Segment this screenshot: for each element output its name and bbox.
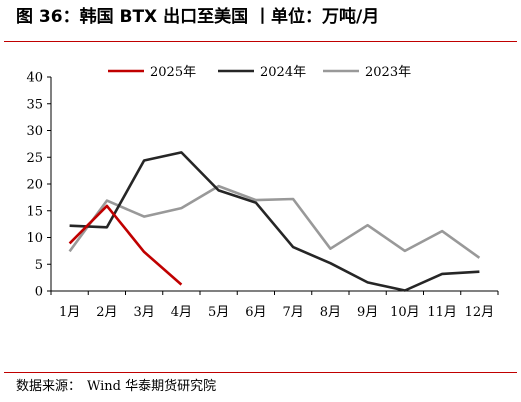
x-tick-label: 8月 (320, 305, 341, 320)
y-tick-label: 35 (26, 97, 43, 112)
y-tick-label: 10 (26, 231, 43, 246)
x-tick-label: 6月 (245, 305, 266, 320)
legend-label: 2025年 (150, 65, 196, 80)
chart-series (68, 151, 481, 292)
source-label: 数据来源： (16, 379, 82, 394)
title-divider (4, 41, 517, 42)
x-tick-label: 11月 (427, 305, 457, 320)
x-tick-label: 12月 (465, 305, 495, 320)
series-line (69, 151, 480, 292)
x-tick-label: 5月 (208, 305, 229, 320)
y-tick-label: 30 (26, 124, 43, 139)
source-divider (4, 372, 517, 373)
y-tick-label: 20 (26, 178, 43, 193)
y-tick-label: 15 (26, 204, 43, 219)
legend-label: 2023年 (365, 65, 411, 80)
x-tick-label: 2月 (96, 305, 117, 320)
x-tick-label: 4月 (171, 305, 192, 320)
series-line (68, 204, 183, 286)
chart-axes: 0 5 10 15 20 25 30 35 40 1月 2月 3月 4月 5月 6月 7月 8月 9月 10月 11月… (26, 71, 499, 320)
line-chart: 0 5 10 15 20 25 30 35 40 1月 2月 3月 4月 5月 6月 7月 8月 9月 10月 11月… (26, 65, 499, 320)
legend-label: 2024年 (260, 65, 306, 80)
x-tick-label: 1月 (59, 305, 80, 320)
x-tick-label: 10月 (390, 305, 420, 320)
source-note: 数据来源： Wind 华泰期货研究院 (16, 378, 216, 396)
y-tick-label: 5 (35, 258, 43, 273)
y-tick-label: 25 (26, 151, 43, 166)
y-tick-label: 40 (26, 71, 43, 86)
chart-title: 图 36：韩国 BTX 出口至美国 丨单位：万吨/月 (16, 7, 380, 27)
x-tick-label: 3月 (133, 305, 154, 320)
x-tick-label: 7月 (282, 305, 303, 320)
source-value: Wind 华泰期货研究院 (87, 379, 217, 394)
x-tick-label: 9月 (357, 305, 378, 320)
y-tick-label: 0 (35, 285, 43, 300)
series-line (68, 184, 481, 259)
chart-legend: 2025年 2024年 2023年 (108, 65, 411, 80)
